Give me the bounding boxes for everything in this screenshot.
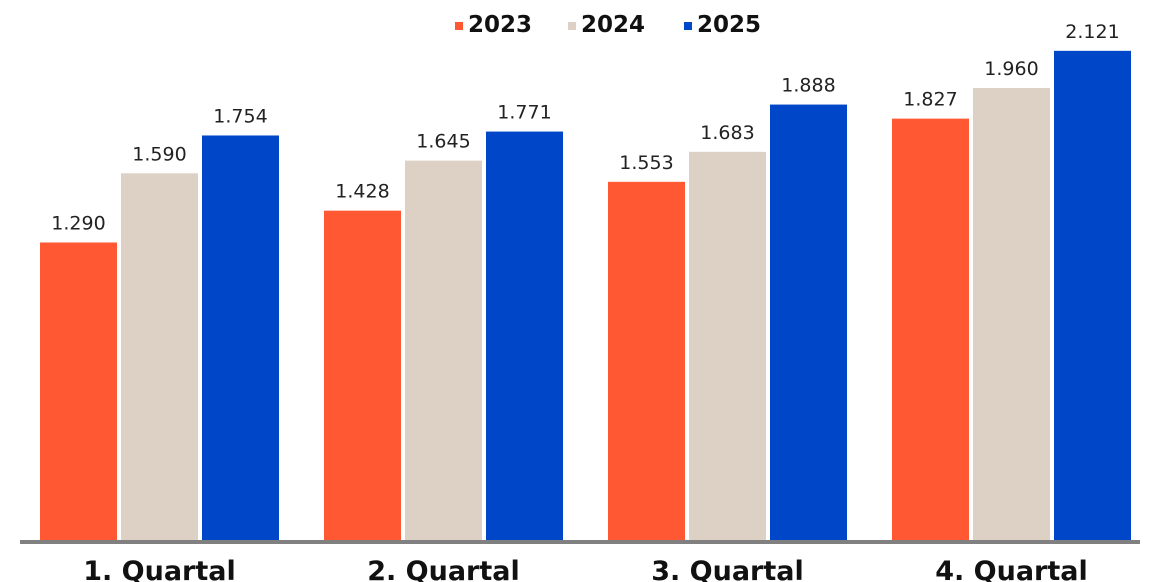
legend-swatch-2025 (684, 22, 692, 30)
legend-label-2024: 2024 (581, 12, 645, 38)
legend-swatch-2023 (455, 22, 463, 30)
value-label-3-quartal-2023: 1.553 (619, 152, 673, 174)
legend-label-2023: 2023 (468, 12, 532, 38)
value-labels: 1.290 1.590 1.754 1.428 1.645 1.771 1.553 1.683… (51, 21, 1119, 235)
value-label-1-quartal-2023: 1.290 (51, 212, 105, 234)
bar-1-quartal-2025 (202, 135, 279, 540)
bar-4-quartal-2024 (973, 87, 1050, 541)
bar-3-quartal-2024 (689, 151, 766, 541)
value-label-2-quartal-2024: 1.645 (416, 131, 470, 153)
value-label-1-quartal-2024: 1.590 (132, 143, 186, 165)
bar-4-quartal-2023 (892, 118, 969, 540)
bar-2-quartal-2023 (324, 210, 401, 540)
legend-swatch-2024 (568, 22, 576, 30)
legend: 2023 2024 2025 (455, 12, 761, 38)
category-label-3-quartal: 3. Quartal (651, 556, 804, 582)
value-label-2-quartal-2023: 1.428 (335, 181, 389, 203)
bar-4-quartal-2025 (1054, 50, 1131, 541)
category-label-2-quartal: 2. Quartal (367, 556, 520, 582)
bar-3-quartal-2023 (608, 181, 685, 540)
category-label-1-quartal: 1. Quartal (83, 556, 236, 582)
value-label-4-quartal-2023: 1.827 (903, 89, 957, 111)
value-label-1-quartal-2025: 1.754 (213, 105, 267, 127)
legend-label-2025: 2025 (697, 12, 761, 38)
value-label-4-quartal-2025: 2.121 (1065, 21, 1119, 43)
category-label-4-quartal: 4. Quartal (935, 556, 1088, 582)
bar-2-quartal-2024 (405, 160, 482, 540)
bar-1-quartal-2023 (40, 242, 117, 540)
bar-3-quartal-2025 (770, 104, 847, 540)
bars (40, 50, 1131, 541)
category-labels: 1. Quartal 2. Quartal 3. Quartal 4. Quartal (83, 556, 1088, 582)
value-label-2-quartal-2025: 1.771 (497, 102, 551, 124)
bar-1-quartal-2024 (121, 173, 198, 540)
value-label-3-quartal-2024: 1.683 (700, 122, 754, 144)
value-label-3-quartal-2025: 1.888 (781, 75, 835, 97)
value-label-4-quartal-2024: 1.960 (984, 58, 1038, 80)
bar-2-quartal-2025 (486, 131, 563, 540)
